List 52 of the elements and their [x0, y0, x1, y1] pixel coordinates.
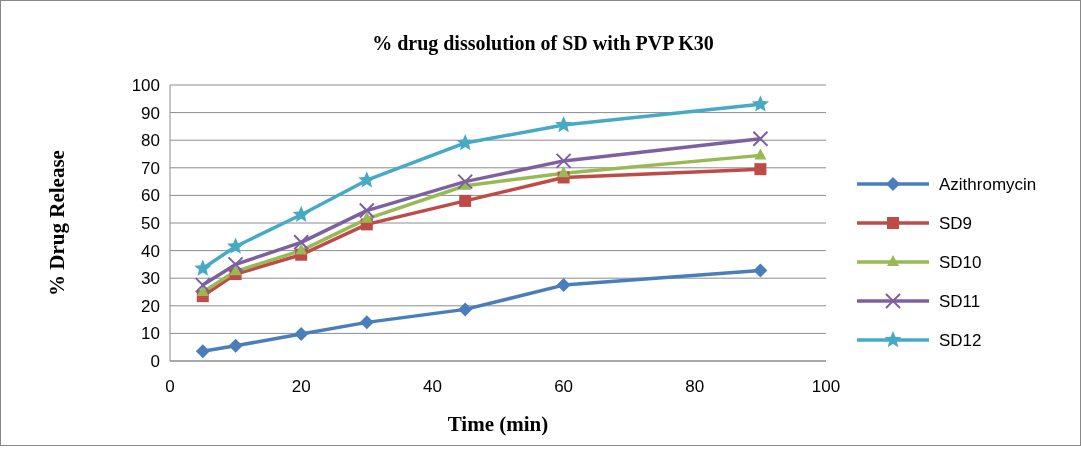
point — [227, 237, 245, 254]
point — [555, 116, 573, 133]
x-tick-label: 100 — [811, 377, 841, 396]
x-tick-label: 0 — [165, 377, 175, 396]
point — [752, 130, 769, 147]
point — [457, 173, 474, 190]
y-tick-label: 80 — [141, 131, 160, 151]
point — [557, 166, 570, 178]
y-tick-label: 0 — [150, 352, 160, 371]
y-tick-label: 70 — [141, 158, 160, 178]
point — [294, 326, 309, 341]
point — [459, 194, 472, 207]
y-axis-title: % Drug Release — [45, 150, 69, 296]
x-tick-label: 80 — [685, 377, 705, 396]
x-tick-label: 20 — [291, 377, 311, 396]
point — [358, 171, 376, 188]
legend-label: SD9 — [939, 214, 973, 233]
point — [228, 338, 243, 353]
chart-title: % drug dissolution of SD with PVP K30 — [372, 32, 714, 55]
legend-label: SD10 — [939, 253, 982, 272]
point — [754, 148, 767, 160]
y-tick-label: 10 — [141, 324, 160, 344]
point — [227, 256, 244, 273]
point — [196, 285, 209, 296]
x-tick-label: 40 — [422, 377, 442, 396]
point — [458, 302, 473, 317]
point — [194, 259, 212, 276]
point — [360, 211, 373, 223]
point — [195, 344, 210, 359]
y-tick-label: 50 — [141, 214, 160, 233]
y-tick-label: 40 — [141, 241, 160, 261]
y-tick-label: 30 — [141, 269, 160, 289]
y-tick-label: 100 — [131, 76, 160, 95]
point — [555, 152, 572, 169]
point — [293, 234, 310, 251]
point — [295, 243, 308, 255]
legend-label: Azithromycin — [939, 175, 1037, 194]
legend-label: SD12 — [939, 331, 982, 350]
point — [358, 202, 375, 219]
y-tick-label: 90 — [141, 103, 160, 123]
point — [194, 277, 211, 294]
y-tick-label: 20 — [141, 296, 160, 316]
point — [753, 263, 768, 278]
point — [556, 278, 571, 293]
point — [359, 315, 374, 330]
point — [754, 163, 767, 176]
legend-label: SD11 — [939, 292, 981, 311]
x-tick-label: 60 — [554, 377, 574, 396]
x-axis-title: Time (min) — [447, 412, 549, 436]
point — [751, 95, 769, 112]
y-tick-label: 60 — [141, 186, 160, 206]
point — [292, 205, 310, 222]
